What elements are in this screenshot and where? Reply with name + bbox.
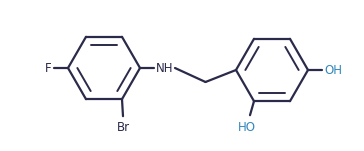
- Text: HO: HO: [238, 121, 256, 134]
- Text: NH: NH: [156, 61, 174, 74]
- Text: F: F: [46, 61, 52, 74]
- Text: Br: Br: [116, 121, 130, 134]
- Text: OH: OH: [324, 64, 342, 77]
